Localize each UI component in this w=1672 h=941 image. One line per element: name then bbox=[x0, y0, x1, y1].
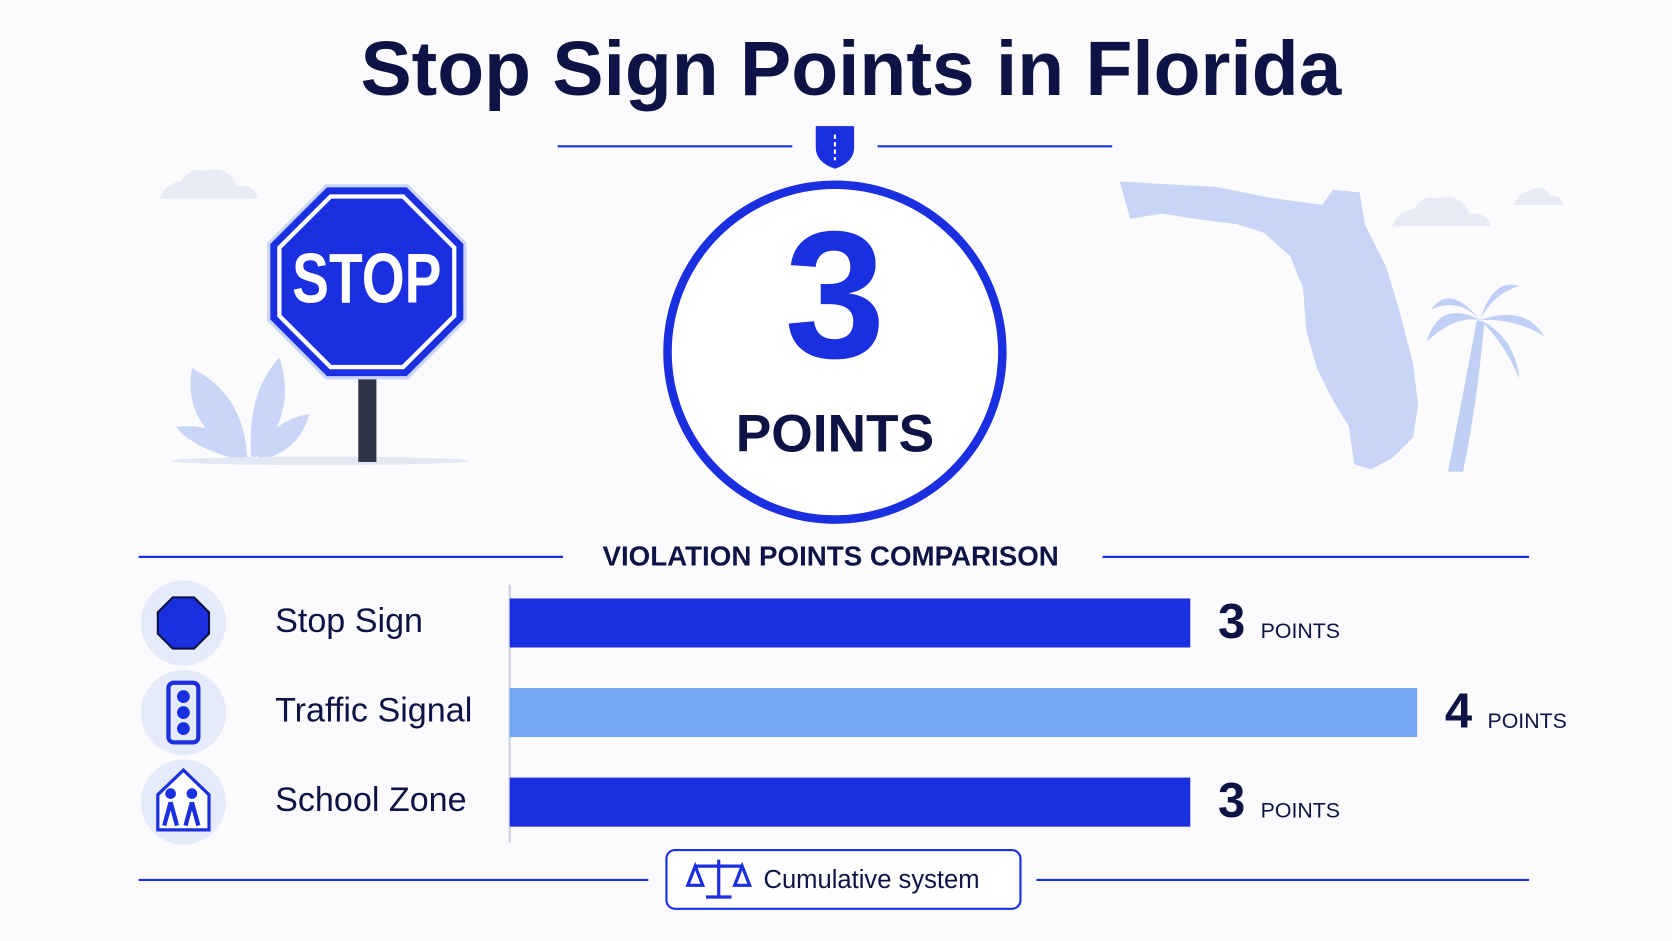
value-unit: POINTS bbox=[1261, 798, 1340, 822]
page-title: Stop Sign Points in Florida bbox=[360, 27, 1342, 112]
value-unit: POINTS bbox=[1488, 709, 1567, 733]
row-icons bbox=[140, 580, 227, 845]
value-label: 3 bbox=[1218, 595, 1245, 649]
leaves bbox=[170, 357, 470, 466]
cloud bbox=[1514, 187, 1564, 205]
stop-sign bbox=[267, 184, 467, 380]
category-label: School Zone bbox=[275, 781, 467, 819]
hero-value: 3 bbox=[785, 194, 886, 396]
stop-sign-text: STOP bbox=[292, 238, 441, 317]
hero-circle bbox=[663, 180, 1007, 524]
cloud bbox=[159, 169, 259, 199]
florida-map bbox=[1119, 181, 1419, 470]
palm-tree bbox=[1426, 284, 1545, 472]
footer-badge bbox=[665, 849, 1022, 910]
category-label: Traffic Signal bbox=[275, 692, 472, 730]
footer-note: Cumulative system bbox=[763, 866, 979, 894]
scale-icon bbox=[685, 859, 752, 899]
value-label: 3 bbox=[1218, 774, 1245, 828]
bar bbox=[509, 688, 1418, 738]
sign-post bbox=[358, 368, 377, 462]
value-label: 4 bbox=[1445, 685, 1473, 739]
chart-title: VIOLATION POINTS COMPARISON bbox=[602, 540, 1058, 571]
shield-icon bbox=[815, 126, 855, 169]
bar bbox=[509, 598, 1191, 648]
cloud bbox=[1392, 197, 1491, 227]
bar bbox=[509, 777, 1191, 827]
value-unit: POINTS bbox=[1261, 619, 1340, 643]
category-label: Stop Sign bbox=[275, 602, 423, 640]
stop-sign-border bbox=[277, 194, 457, 370]
hero-unit: POINTS bbox=[736, 405, 934, 464]
